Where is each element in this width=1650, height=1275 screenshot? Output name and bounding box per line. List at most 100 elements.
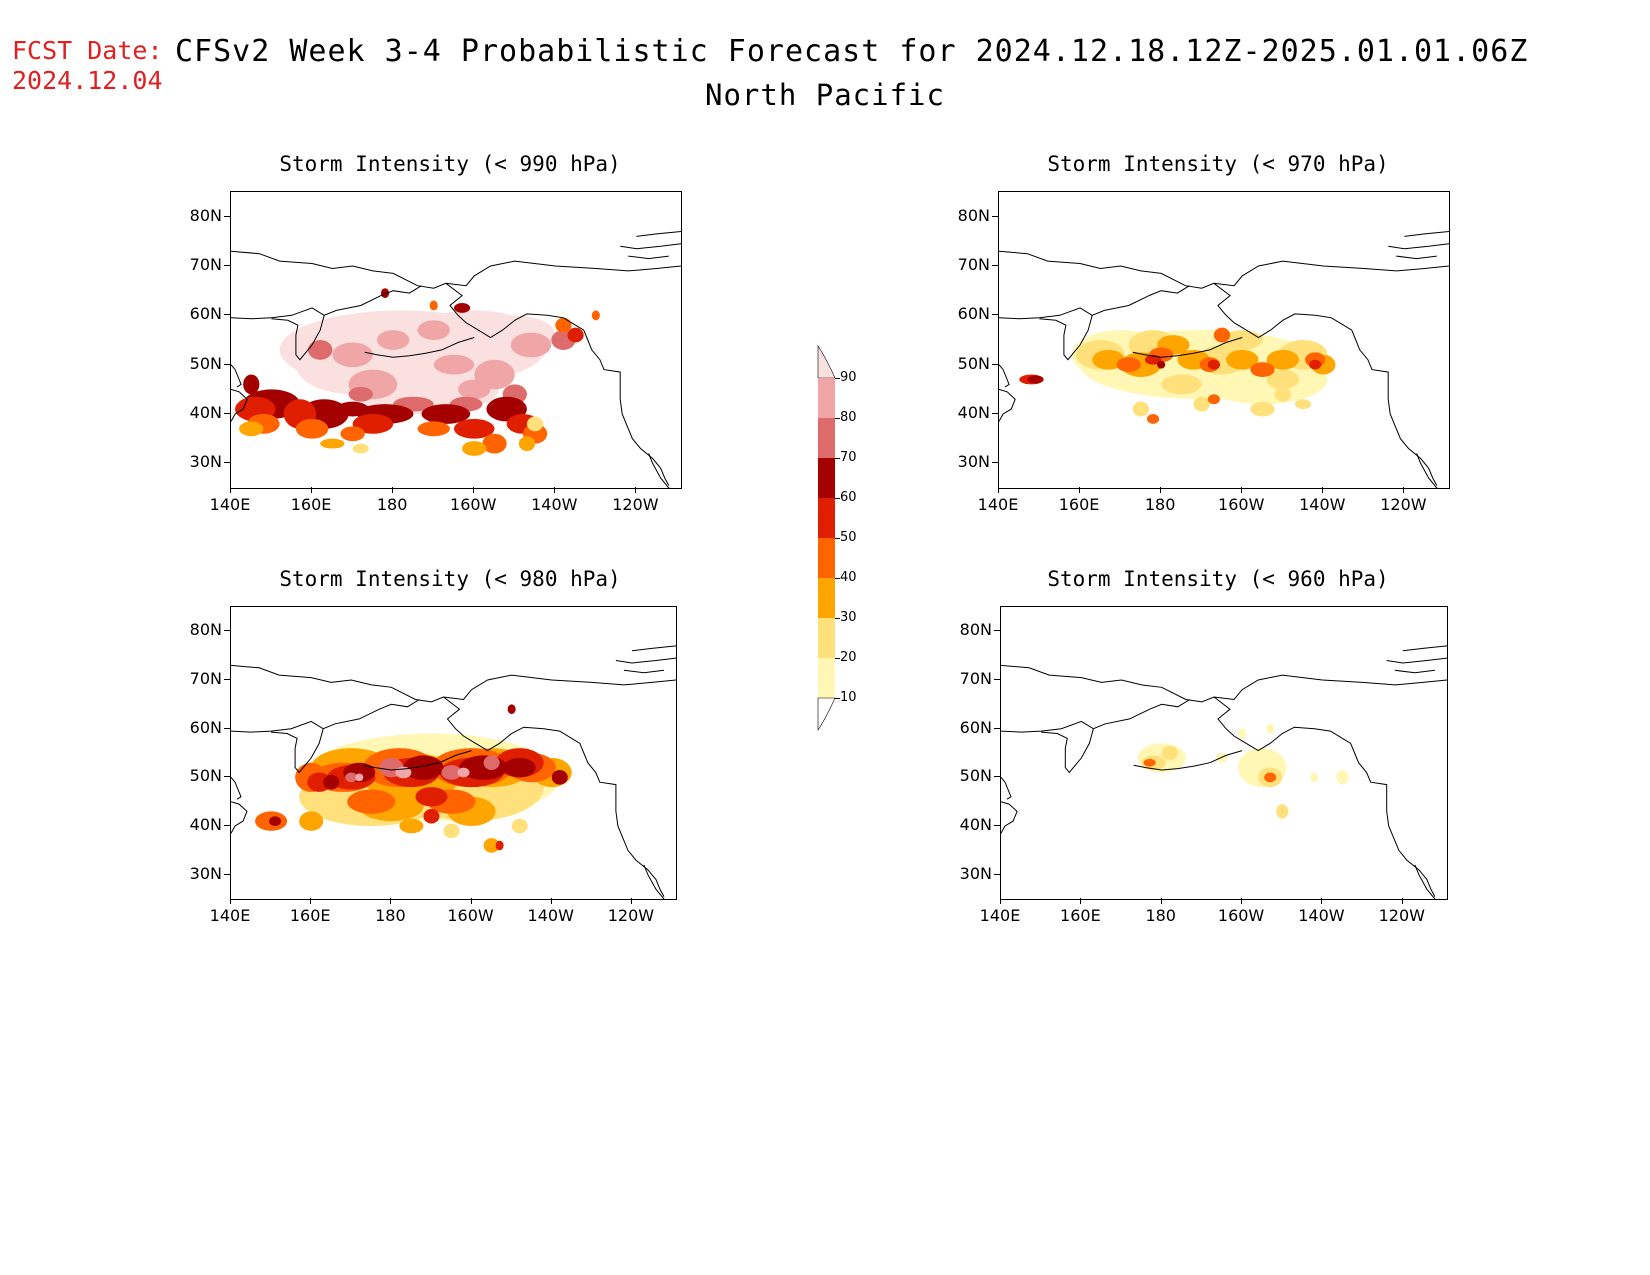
coastline (363, 750, 472, 771)
lat-tick-label: 70N (959, 669, 992, 688)
lat-tick (992, 215, 998, 217)
probability-patch (299, 811, 324, 831)
coastline (1402, 645, 1447, 652)
probability-patch (376, 330, 410, 350)
lon-tick-label: 140E (209, 906, 251, 925)
coastline (231, 388, 248, 422)
probability-patch (1266, 723, 1275, 734)
lon-tick (554, 487, 556, 493)
lat-tick (994, 679, 1000, 680)
lon-tick (1401, 898, 1403, 904)
colorbar-tick (835, 418, 840, 419)
probability-patch (1266, 349, 1299, 370)
coastline (999, 388, 1016, 422)
coastline (628, 255, 669, 260)
map-plot-area (1000, 606, 1448, 900)
lat-tick-label: 60N (959, 717, 992, 737)
lat-tick-label: 70N (189, 669, 222, 688)
coastline (623, 669, 665, 674)
lon-tick (1241, 487, 1243, 493)
probability-patch (1215, 753, 1229, 763)
probability-patch (555, 317, 572, 333)
probability-patch (381, 288, 390, 299)
probability-patch (1309, 359, 1322, 370)
probability-patch (507, 704, 516, 715)
lat-tick-label: 30N (189, 452, 222, 472)
lon-tick-label: 160W (447, 906, 494, 925)
panel-title: Storm Intensity (< 960 hPa) (1047, 567, 1389, 591)
colorbar-label: 30 (840, 610, 857, 625)
coastline (231, 720, 324, 774)
lat-tick (994, 776, 1000, 778)
coastline (1394, 669, 1435, 674)
probability-patch (1157, 360, 1166, 369)
colorbar-label: 80 (840, 410, 857, 425)
lon-tick (310, 898, 312, 904)
lon-tick (1321, 898, 1323, 904)
colorbar-graphic (817, 345, 836, 731)
probability-patch (1027, 375, 1044, 384)
panel-title: Storm Intensity (< 990 hPa) (279, 152, 621, 176)
map-plot-area (230, 191, 682, 489)
lon-tick-label: 160W (1218, 495, 1265, 514)
lon-tick-label: 160W (450, 495, 497, 514)
lon-tick-label: 160E (1058, 495, 1100, 514)
coastline (999, 250, 1449, 289)
probability-patch (1146, 414, 1160, 424)
probability-patch (1193, 396, 1210, 412)
lon-tick (1241, 898, 1243, 904)
lat-tick (224, 413, 230, 414)
lat-tick-label: 80N (189, 620, 222, 640)
coastline (1404, 231, 1449, 237)
probability-patch (429, 300, 438, 311)
probability-patch (567, 327, 584, 343)
lat-tick (224, 873, 230, 875)
probability-patch (526, 416, 544, 432)
lon-tick (470, 898, 472, 904)
colorbar-segment (818, 498, 835, 538)
probability-patch (510, 332, 552, 358)
probability-patch (453, 303, 471, 313)
probability-patch (399, 818, 424, 834)
probability-field (1001, 645, 1447, 899)
lon-tick (1160, 487, 1162, 493)
probability-patch (355, 773, 364, 782)
lat-tick-label: 40N (189, 815, 222, 834)
colorbar-tick (835, 618, 840, 619)
probability-patch (1276, 804, 1289, 819)
colorbar-label: 50 (840, 530, 857, 545)
coastline (443, 696, 665, 897)
lon-tick (473, 487, 475, 493)
colorbar-tick (835, 538, 840, 539)
lat-tick (224, 630, 230, 632)
probability-patch (518, 436, 536, 451)
lat-tick (224, 314, 230, 316)
lat-tick (992, 314, 998, 316)
lat-tick (992, 363, 998, 365)
coastline (1133, 750, 1243, 771)
probability-patch (433, 354, 475, 375)
probability-patch (1266, 369, 1299, 390)
probability-patch (347, 789, 396, 814)
probability-patch (345, 772, 358, 783)
lon-tick-label: 160W (1217, 906, 1265, 925)
coastline (231, 776, 242, 800)
coastline (620, 243, 681, 250)
lat-tick-label: 60N (189, 717, 222, 737)
probability-patch (495, 840, 504, 851)
probability-patch (1264, 772, 1277, 783)
lon-tick-label: 140W (531, 495, 578, 514)
colorbar-tick (835, 458, 840, 459)
probability-patch (423, 808, 440, 824)
colorbar-segment (818, 658, 835, 698)
lat-tick (224, 215, 230, 217)
lon-tick-label: 160E (1060, 906, 1101, 925)
lat-tick-label: 50N (189, 353, 222, 373)
coastline (648, 453, 670, 488)
lat-tick-label: 30N (957, 452, 990, 472)
lat-tick-label: 30N (189, 863, 222, 883)
coastline (231, 801, 248, 834)
coastline (324, 285, 422, 316)
lat-tick-label: 40N (189, 403, 222, 422)
lon-tick-label: 180 (375, 906, 406, 925)
